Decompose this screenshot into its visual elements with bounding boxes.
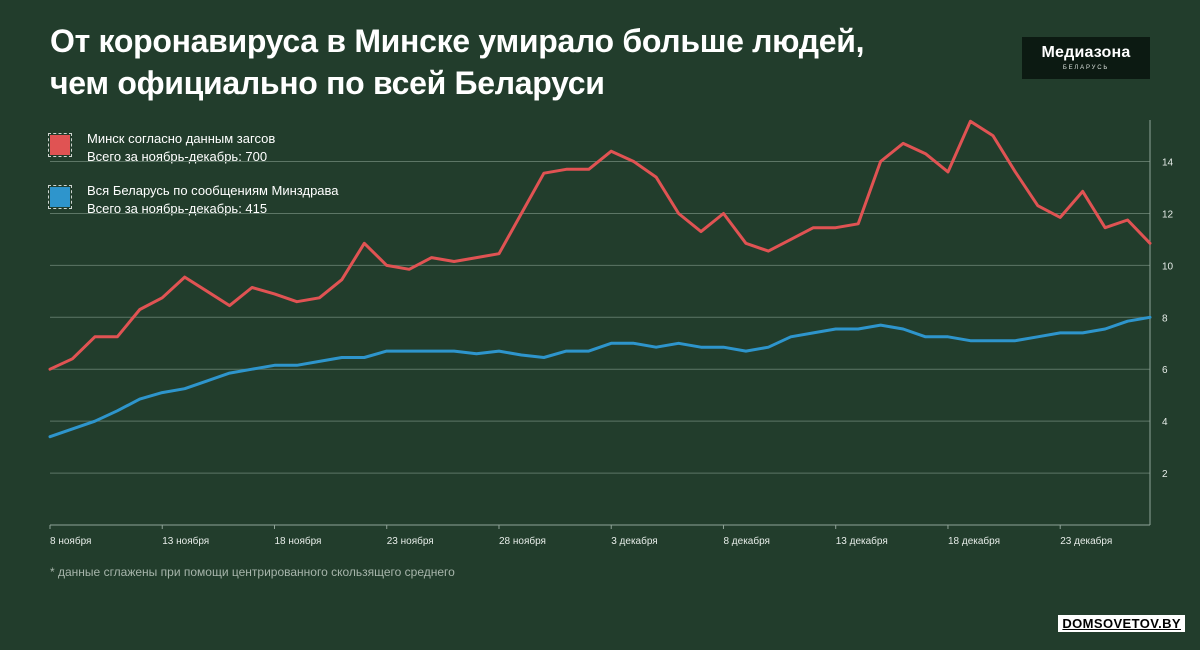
y-tick-label: 14 xyxy=(1162,158,1174,169)
y-axis: 2 4 6 8 10 12 14 xyxy=(1149,120,1174,525)
y-tick-label: 6 xyxy=(1162,365,1168,376)
y-tick-label: 8 xyxy=(1162,313,1168,324)
grid-lines xyxy=(50,161,1150,474)
x-axis: 8 ноября 13 ноября 18 ноября 23 ноября 28 но… xyxy=(49,524,1150,547)
legend-item-belarus: Вся Беларусь по сообщениям Минздрава Все… xyxy=(48,182,339,218)
x-tick-label: 8 ноября xyxy=(50,535,91,547)
series-line-minsk xyxy=(48,119,1152,371)
x-tick-label: 13 ноября xyxy=(162,535,209,547)
footnote: * данные сглажены при помощи центрирован… xyxy=(50,565,455,579)
y-tick-label: 10 xyxy=(1162,261,1174,272)
mediazona-logo: Медиазона БЕЛАРУСЬ xyxy=(1022,37,1150,79)
legend-item-minsk: Минск согласно данным загсов Всего за но… xyxy=(48,130,339,166)
x-tick-label: 28 ноября xyxy=(499,535,546,547)
logo-wordmark: Медиазона xyxy=(1041,44,1131,61)
legend-total-minsk: Всего за ноябрь-декабрь: 700 xyxy=(87,149,268,164)
x-tick-label: 23 ноября xyxy=(387,535,434,547)
y-tick-label: 2 xyxy=(1162,469,1168,480)
x-tick-label: 18 ноября xyxy=(274,535,321,547)
title-line-1: От коронавируса в Минске умирало больше … xyxy=(50,23,865,59)
source-watermark[interactable]: DOMSOVETOV.BY xyxy=(1058,615,1185,632)
legend-label-minsk: Минск согласно данным загсов xyxy=(87,131,276,146)
legend-total-belarus: Всего за ноябрь-декабрь: 415 xyxy=(87,201,268,216)
title-line-2: чем официально по всей Беларуси xyxy=(50,65,605,101)
x-tick-label: 18 декабря xyxy=(948,535,1000,547)
legend-label-belarus: Вся Беларусь по сообщениям Минздрава xyxy=(87,183,339,198)
logo-subtitle: БЕЛАРУСЬ xyxy=(1062,65,1110,71)
series-line-belarus xyxy=(48,315,1152,439)
chart-title: От коронавируса в Минске умирало больше … xyxy=(50,20,865,104)
x-tick-label: 23 декабря xyxy=(1060,535,1112,547)
x-tick-label: 8 декабря xyxy=(723,535,769,547)
legend-swatch-minsk xyxy=(48,133,72,157)
legend-swatch-belarus xyxy=(48,185,72,209)
y-tick-label: 12 xyxy=(1162,209,1174,220)
y-tick-label: 4 xyxy=(1162,417,1168,428)
series-lines xyxy=(48,119,1152,439)
chart-legend: Минск согласно данным загсов Всего за но… xyxy=(48,130,339,234)
x-tick-label: 3 декабря xyxy=(611,535,657,547)
x-tick-label: 13 декабря xyxy=(836,535,888,547)
